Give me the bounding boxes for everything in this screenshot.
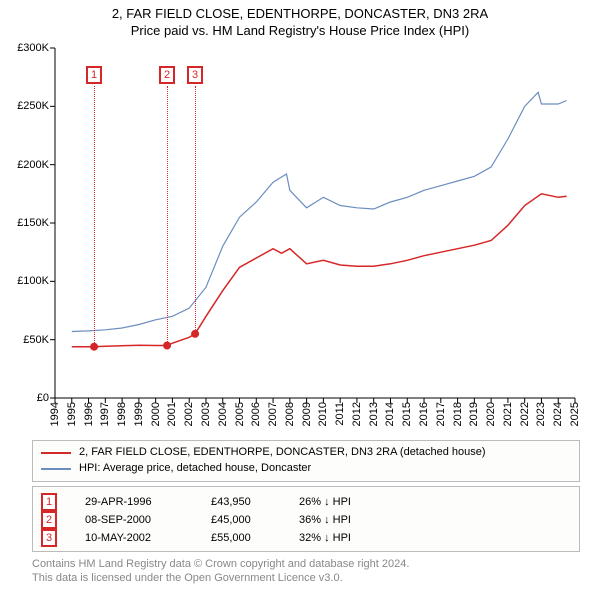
xtick-label: 1995 xyxy=(66,402,78,426)
xtick-label: 2019 xyxy=(468,402,480,426)
legend-swatch xyxy=(41,452,71,454)
chart-title: 2, FAR FIELD CLOSE, EDENTHORPE, DONCASTE… xyxy=(0,6,600,23)
xtick-label: 2014 xyxy=(384,402,396,426)
annotation-box: 3 xyxy=(187,66,203,84)
event-marker: 3 xyxy=(41,529,57,547)
ytick-label: £0 xyxy=(37,392,49,404)
xtick-label: 1999 xyxy=(133,402,145,426)
event-row: 1 29-APR-1996 £43,950 26% ↓ HPI xyxy=(41,493,571,511)
xtick-label: 2017 xyxy=(435,402,447,426)
event-date: 29-APR-1996 xyxy=(85,493,183,511)
xtick-label: 2016 xyxy=(418,402,430,426)
event-row: 2 08-SEP-2000 £45,000 36% ↓ HPI xyxy=(41,511,571,529)
event-date: 10-MAY-2002 xyxy=(85,529,183,547)
xtick-label: 2020 xyxy=(485,402,497,426)
annotation-box: 1 xyxy=(86,66,102,84)
ytick-label: £200K xyxy=(17,159,49,171)
xtick-label: 2024 xyxy=(552,402,564,426)
annotation-vline xyxy=(167,86,168,346)
xtick-label: 2023 xyxy=(535,402,547,426)
xtick-label: 1998 xyxy=(116,402,128,426)
chart-subtitle: Price paid vs. HM Land Registry's House … xyxy=(0,23,600,40)
event-row: 3 10-MAY-2002 £55,000 32% ↓ HPI xyxy=(41,529,571,547)
xtick-label: 2011 xyxy=(334,402,346,426)
annotation-box: 2 xyxy=(159,66,175,84)
ytick-label: £100K xyxy=(17,275,49,287)
xtick-label: 2005 xyxy=(234,402,246,426)
event-price: £43,950 xyxy=(211,493,271,511)
events-table: 1 29-APR-1996 £43,950 26% ↓ HPI 2 08-SEP… xyxy=(32,486,580,552)
axes xyxy=(50,48,575,403)
legend-label: HPI: Average price, detached house, Donc… xyxy=(79,461,311,477)
xtick-label: 2021 xyxy=(502,402,514,426)
xtick-label: 2001 xyxy=(166,402,178,426)
legend: 2, FAR FIELD CLOSE, EDENTHORPE, DONCASTE… xyxy=(32,440,580,482)
legend-row: HPI: Average price, detached house, Donc… xyxy=(41,461,571,477)
event-delta: 32% ↓ HPI xyxy=(299,529,351,547)
legend-swatch xyxy=(41,468,71,470)
footnote-line1: Contains HM Land Registry data © Crown c… xyxy=(32,558,409,572)
xtick-label: 2025 xyxy=(569,402,581,426)
event-delta: 26% ↓ HPI xyxy=(299,493,351,511)
xtick-label: 2018 xyxy=(452,402,464,426)
ytick-label: £50K xyxy=(23,334,49,346)
event-price: £55,000 xyxy=(211,529,271,547)
xtick-label: 2012 xyxy=(351,402,363,426)
xtick-label: 1997 xyxy=(99,402,111,426)
xtick-label: 2000 xyxy=(150,402,162,426)
legend-row: 2, FAR FIELD CLOSE, EDENTHORPE, DONCASTE… xyxy=(41,445,571,461)
event-date: 08-SEP-2000 xyxy=(85,511,183,529)
chart-container: 2, FAR FIELD CLOSE, EDENTHORPE, DONCASTE… xyxy=(0,0,600,590)
ytick-label: £150K xyxy=(17,217,49,229)
xtick-label: 2008 xyxy=(284,402,296,426)
xtick-label: 2004 xyxy=(217,402,229,426)
xtick-label: 2022 xyxy=(519,402,531,426)
xtick-label: 2003 xyxy=(200,402,212,426)
xtick-label: 2009 xyxy=(301,402,313,426)
event-delta: 36% ↓ HPI xyxy=(299,511,351,529)
footnote: Contains HM Land Registry data © Crown c… xyxy=(32,558,409,586)
series-hpi xyxy=(72,92,567,331)
annotation-vline xyxy=(94,86,95,347)
legend-label: 2, FAR FIELD CLOSE, EDENTHORPE, DONCASTE… xyxy=(79,445,486,461)
xtick-label: 2006 xyxy=(250,402,262,426)
title-block: 2, FAR FIELD CLOSE, EDENTHORPE, DONCASTE… xyxy=(0,0,600,40)
xtick-label: 1994 xyxy=(49,402,61,426)
event-marker: 2 xyxy=(41,511,57,529)
event-marker: 1 xyxy=(41,493,57,511)
xtick-label: 1996 xyxy=(83,402,95,426)
chart-svg xyxy=(55,48,575,398)
xtick-label: 2015 xyxy=(401,402,413,426)
ytick-label: £250K xyxy=(17,100,49,112)
xtick-label: 2010 xyxy=(317,402,329,426)
xtick-label: 2013 xyxy=(368,402,380,426)
event-price: £45,000 xyxy=(211,511,271,529)
series-price-paid xyxy=(72,194,567,347)
plot-area: £0£50K£100K£150K£200K£250K£300K 19941995… xyxy=(55,48,575,398)
xtick-label: 2007 xyxy=(267,402,279,426)
ytick-label: £300K xyxy=(17,42,49,54)
xtick-label: 2002 xyxy=(183,402,195,426)
footnote-line2: This data is licensed under the Open Gov… xyxy=(32,572,409,586)
annotation-vline xyxy=(195,86,196,334)
